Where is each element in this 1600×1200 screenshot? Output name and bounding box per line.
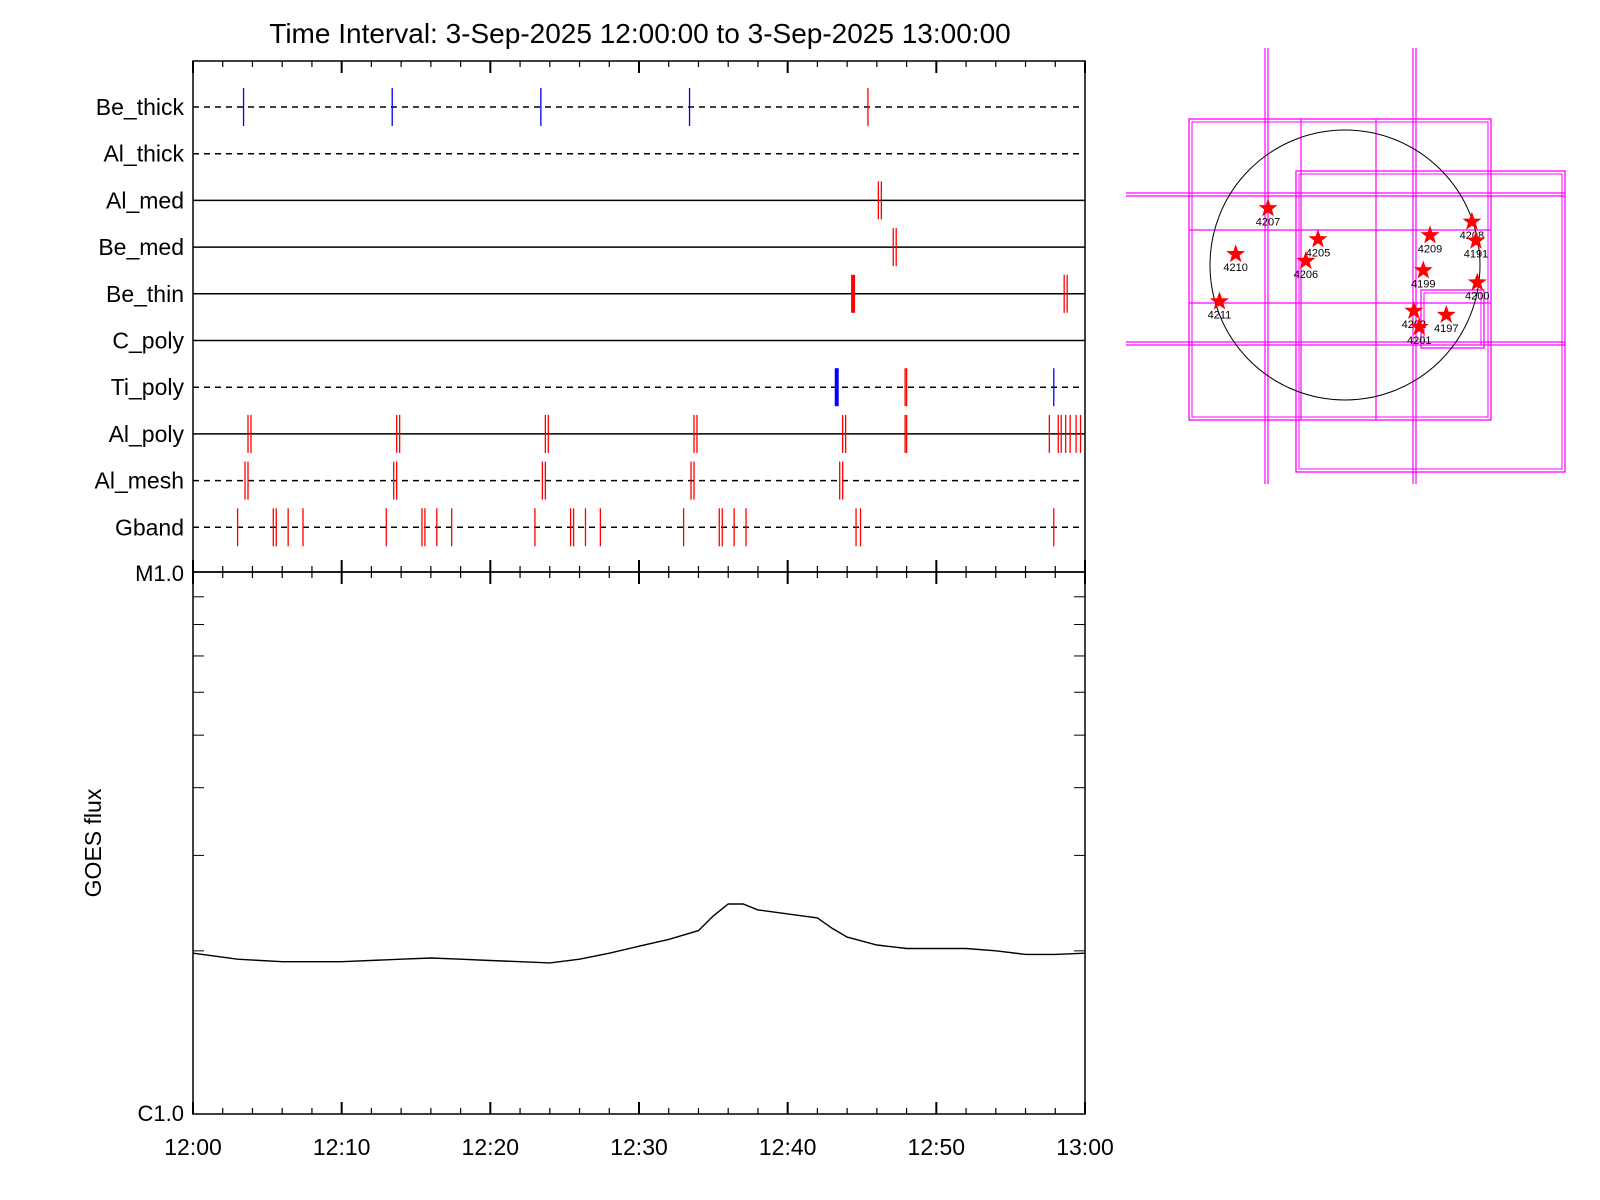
region-star-icon xyxy=(1409,317,1429,336)
row-label-ti_poly: Ti_poly xyxy=(111,374,185,400)
solar-limb xyxy=(1209,129,1481,401)
y-axis-label: GOES flux xyxy=(80,788,106,897)
region-star-icon xyxy=(1404,300,1424,319)
region-star-icon xyxy=(1296,250,1316,269)
row-label-be_med: Be_med xyxy=(98,234,184,260)
event-timeline-panel: Be_thick Al_thick Al_med Be_med Be_thin C_pol… xyxy=(95,60,1086,573)
row-label-al_mesh: Al_mesh xyxy=(95,468,184,494)
x-tick-label: 12:40 xyxy=(759,1134,817,1160)
row-label-al_thick: Al_thick xyxy=(103,141,184,167)
x-tick-label: 13:00 xyxy=(1056,1134,1114,1160)
region-label-4199: 4199 xyxy=(1411,278,1435,290)
row-label-al_poly: Al_poly xyxy=(109,421,185,447)
row-label-be_thick: Be_thick xyxy=(96,94,185,120)
y-tick-label-top: M1.0 xyxy=(135,561,184,586)
region-star-icon xyxy=(1420,225,1440,244)
goes-frame xyxy=(192,571,1086,1115)
fov-box xyxy=(1295,170,1566,473)
row-label-al_med: Al_med xyxy=(106,187,184,213)
solar-region-map: 4207421042054206421142094208419141994200… xyxy=(1126,48,1566,484)
region-star-icon xyxy=(1226,244,1246,263)
row-label-be_thin: Be_thin xyxy=(106,281,184,307)
timeline-frame xyxy=(192,60,1086,573)
region-label-4205: 4205 xyxy=(1306,247,1330,259)
region-label-4201: 4201 xyxy=(1407,335,1431,347)
region-label-4211: 4211 xyxy=(1208,309,1232,321)
chart-title: Time Interval: 3-Sep-2025 12:00:00 to 3-… xyxy=(269,18,1010,49)
x-tick-label: 12:00 xyxy=(164,1134,222,1160)
region-label-4209: 4209 xyxy=(1418,243,1442,255)
region-star-icon xyxy=(1467,272,1487,291)
fov-box xyxy=(1298,173,1563,470)
fov-box xyxy=(1191,121,1489,418)
region-star-icon xyxy=(1258,198,1278,217)
region-star-icon xyxy=(1462,211,1482,230)
goes-flux-line xyxy=(192,903,1086,964)
region-star-icon xyxy=(1466,230,1486,249)
region-label-4207: 4207 xyxy=(1256,216,1280,228)
region-star-icon xyxy=(1308,229,1328,248)
region-label-4197: 4197 xyxy=(1434,323,1458,335)
row-label-c_poly: C_poly xyxy=(112,328,184,354)
x-tick-label: 12:10 xyxy=(313,1134,371,1160)
region-label-4210: 4210 xyxy=(1223,262,1247,274)
region-star-icon xyxy=(1436,304,1456,323)
region-label-4206: 4206 xyxy=(1294,269,1318,281)
goes-flux-panel: M1.0 C1.0 GOES flux 12:00 12:10 12:20 12:30 12:… xyxy=(80,561,1114,1160)
x-tick-label: 12:20 xyxy=(462,1134,520,1160)
region-star-icon xyxy=(1209,291,1229,310)
region-star-icon xyxy=(1413,260,1433,279)
region-label-4191: 4191 xyxy=(1464,249,1488,261)
y-tick-label-bottom: C1.0 xyxy=(138,1101,184,1126)
x-tick-label: 12:30 xyxy=(610,1134,668,1160)
fov-box xyxy=(1420,289,1485,349)
region-label-4200: 4200 xyxy=(1465,291,1489,303)
x-tick-label: 12:50 xyxy=(908,1134,966,1160)
fov-box xyxy=(1188,118,1492,421)
row-label-gband: Gband xyxy=(115,514,184,540)
